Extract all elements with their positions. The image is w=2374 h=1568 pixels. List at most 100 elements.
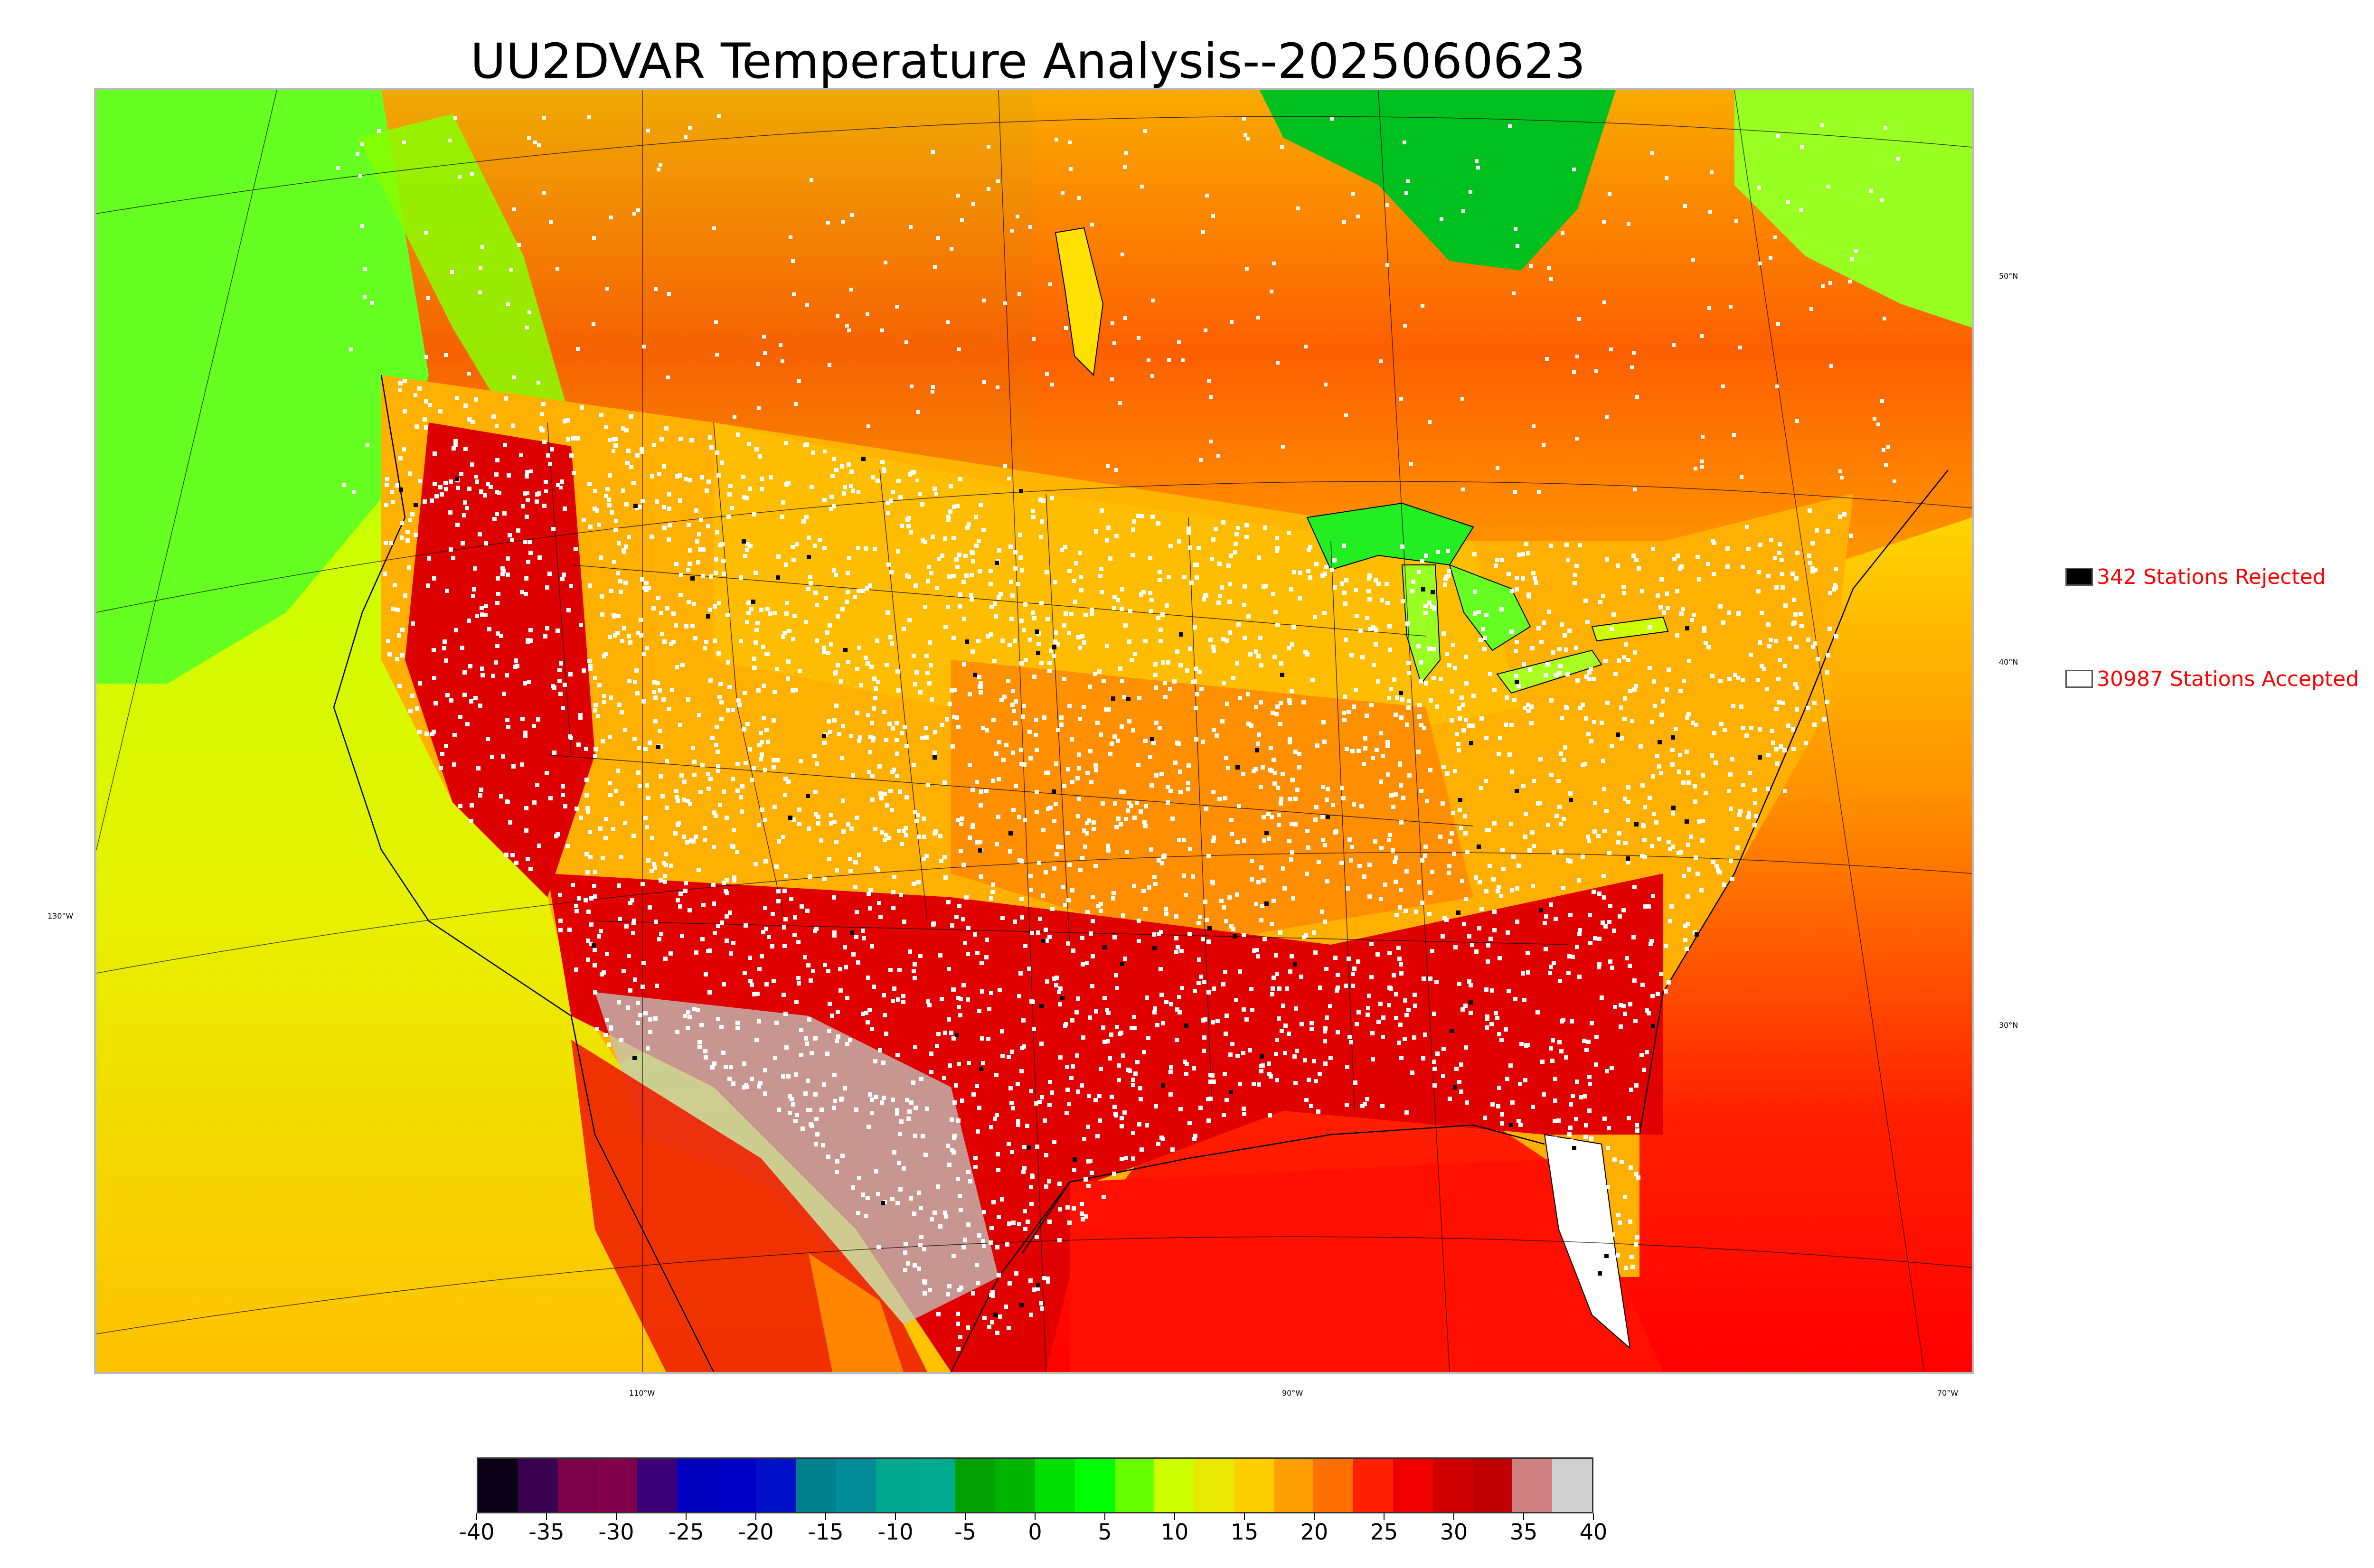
accepted-station-marker bbox=[929, 571, 933, 575]
accepted-station-marker bbox=[1010, 1050, 1014, 1054]
accepted-station-marker bbox=[979, 789, 983, 794]
accepted-station-marker bbox=[1254, 705, 1258, 709]
accepted-station-marker bbox=[1616, 1213, 1620, 1217]
accepted-station-marker bbox=[1589, 739, 1593, 743]
accepted-station-marker bbox=[843, 1086, 847, 1090]
accepted-station-marker bbox=[1018, 555, 1023, 560]
accepted-station-marker bbox=[1192, 1137, 1196, 1141]
accepted-station-marker bbox=[497, 491, 501, 495]
accepted-station-marker bbox=[857, 589, 861, 593]
accepted-station-marker bbox=[480, 606, 484, 610]
accepted-station-marker bbox=[1176, 945, 1180, 949]
accepted-station-marker bbox=[1690, 618, 1694, 622]
accepted-station-marker bbox=[1300, 1022, 1304, 1026]
accepted-station-marker bbox=[1385, 582, 1389, 586]
accepted-station-marker bbox=[1306, 845, 1310, 850]
accepted-station-marker bbox=[1145, 995, 1149, 1000]
accepted-station-marker bbox=[1400, 697, 1404, 702]
accepted-station-marker bbox=[1500, 848, 1505, 852]
accepted-station-marker bbox=[959, 997, 963, 1001]
accepted-station-marker bbox=[1654, 820, 1658, 825]
accepted-station-marker bbox=[642, 586, 647, 590]
lat-label-40n: 40°N bbox=[1999, 657, 2018, 667]
accepted-station-marker bbox=[1401, 796, 1405, 800]
accepted-station-marker bbox=[1643, 855, 1647, 859]
accepted-station-marker bbox=[1584, 1123, 1588, 1127]
accepted-station-marker bbox=[1070, 888, 1074, 892]
accepted-station-marker bbox=[1039, 661, 1044, 665]
accepted-station-marker bbox=[584, 852, 589, 856]
accepted-station-marker bbox=[1549, 277, 1553, 281]
accepted-station-marker bbox=[688, 478, 692, 482]
accepted-station-marker bbox=[895, 1111, 899, 1116]
accepted-station-marker bbox=[1014, 784, 1018, 788]
accepted-station-marker bbox=[1707, 306, 1711, 310]
accepted-station-marker bbox=[748, 956, 752, 960]
accepted-station-marker bbox=[694, 950, 698, 955]
accepted-station-marker bbox=[1613, 672, 1618, 676]
accepted-station-marker bbox=[592, 322, 595, 326]
accepted-station-marker bbox=[788, 1094, 792, 1099]
accepted-station-marker bbox=[1220, 585, 1224, 590]
accepted-station-marker bbox=[1202, 980, 1206, 984]
accepted-station-marker bbox=[1682, 874, 1686, 878]
accepted-station-marker bbox=[1574, 646, 1578, 650]
accepted-station-marker bbox=[604, 494, 608, 498]
accepted-station-marker bbox=[995, 1245, 999, 1249]
accepted-station-marker bbox=[462, 693, 467, 697]
accepted-station-marker bbox=[1666, 606, 1670, 610]
accepted-station-marker bbox=[1381, 754, 1385, 758]
accepted-station-marker bbox=[1112, 935, 1117, 939]
accepted-station-marker bbox=[708, 948, 712, 953]
accepted-station-marker bbox=[832, 820, 837, 824]
accepted-station-marker bbox=[1028, 225, 1032, 229]
accepted-station-marker bbox=[1634, 1242, 1638, 1247]
accepted-station-marker bbox=[1201, 740, 1205, 744]
accepted-station-marker bbox=[619, 855, 623, 859]
accepted-station-marker bbox=[1172, 679, 1177, 684]
accepted-station-marker bbox=[585, 806, 590, 810]
accepted-station-marker bbox=[883, 792, 887, 796]
accepted-station-marker bbox=[1067, 704, 1072, 708]
accepted-station-marker bbox=[1412, 1035, 1416, 1040]
accepted-station-marker bbox=[854, 1108, 858, 1112]
accepted-station-marker bbox=[1572, 168, 1576, 171]
accepted-station-marker bbox=[627, 679, 631, 683]
accepted-station-marker bbox=[968, 1179, 972, 1183]
accepted-station-marker bbox=[1668, 919, 1672, 923]
accepted-station-marker bbox=[1147, 885, 1151, 890]
accepted-station-marker bbox=[1016, 215, 1019, 218]
accepted-station-marker bbox=[536, 717, 540, 722]
accepted-station-marker bbox=[1488, 864, 1492, 868]
accepted-station-marker bbox=[1757, 570, 1761, 574]
accepted-station-marker bbox=[1250, 1008, 1254, 1012]
accepted-station-marker bbox=[857, 739, 861, 743]
accepted-station-marker bbox=[912, 470, 916, 474]
accepted-station-marker bbox=[1659, 713, 1664, 717]
colorbar-segment bbox=[915, 1459, 956, 1512]
accepted-station-marker bbox=[1734, 827, 1739, 831]
accepted-station-marker bbox=[438, 485, 443, 489]
accepted-station-marker bbox=[513, 665, 518, 669]
accepted-station-marker bbox=[960, 817, 964, 821]
accepted-station-marker bbox=[1528, 667, 1532, 672]
accepted-station-marker bbox=[1122, 695, 1126, 699]
accepted-station-marker bbox=[688, 908, 692, 912]
accepted-station-marker bbox=[1749, 726, 1753, 730]
accepted-station-marker bbox=[651, 606, 656, 610]
accepted-station-marker bbox=[1440, 217, 1443, 221]
accepted-station-marker bbox=[1447, 871, 1451, 875]
accepted-station-marker bbox=[1657, 764, 1661, 769]
accepted-station-marker bbox=[1287, 646, 1291, 650]
accepted-station-marker bbox=[1733, 673, 1737, 677]
accepted-station-marker bbox=[1259, 700, 1263, 704]
accepted-station-marker bbox=[697, 713, 701, 717]
accepted-station-marker bbox=[587, 659, 592, 663]
accepted-station-marker bbox=[706, 772, 710, 776]
accepted-station-marker bbox=[1035, 1145, 1039, 1149]
accepted-station-marker bbox=[1275, 704, 1280, 709]
accepted-station-marker bbox=[1238, 1082, 1242, 1086]
accepted-station-marker bbox=[1406, 661, 1411, 665]
accepted-station-marker bbox=[398, 381, 403, 385]
accepted-station-marker bbox=[1618, 1221, 1622, 1225]
